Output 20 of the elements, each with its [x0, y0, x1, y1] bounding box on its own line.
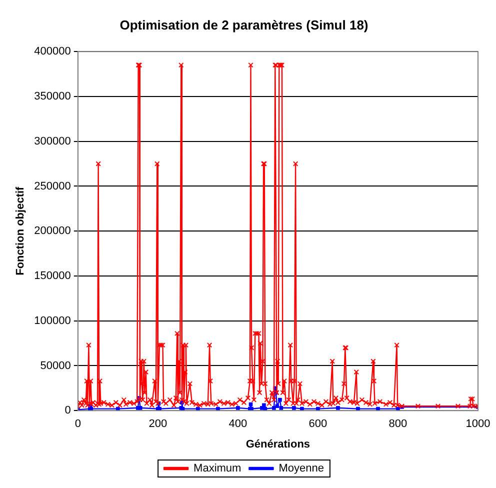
- x-tick-label: 200: [148, 418, 168, 430]
- y-axis-title: Fonction objectif: [14, 186, 27, 276]
- y-tick-label: 50000: [40, 360, 71, 372]
- legend-label: Maximum: [194, 462, 242, 475]
- x-tick-label: 400: [228, 418, 248, 430]
- y-tick-label: 250000: [34, 180, 71, 192]
- y-tick-label: 300000: [34, 135, 71, 148]
- x-tick-label: 1000: [466, 418, 490, 430]
- legend-label: Moyenne: [278, 462, 324, 475]
- x-tick-label: 800: [388, 418, 408, 430]
- x-tick-label: 0: [74, 418, 81, 430]
- y-tick-label: 200000: [34, 225, 71, 238]
- chart-title: Optimisation de 2 paramètres (Simul 18): [120, 17, 368, 32]
- y-tick-label: 150000: [34, 270, 71, 282]
- x-tick-label: 600: [308, 418, 328, 430]
- y-tick-label: 100000: [34, 314, 71, 327]
- y-tick-label: 350000: [34, 90, 71, 103]
- y-tick-label: 400000: [34, 46, 71, 58]
- y-tick-label: 0: [64, 404, 71, 417]
- x-axis-title: Générations: [246, 438, 310, 450]
